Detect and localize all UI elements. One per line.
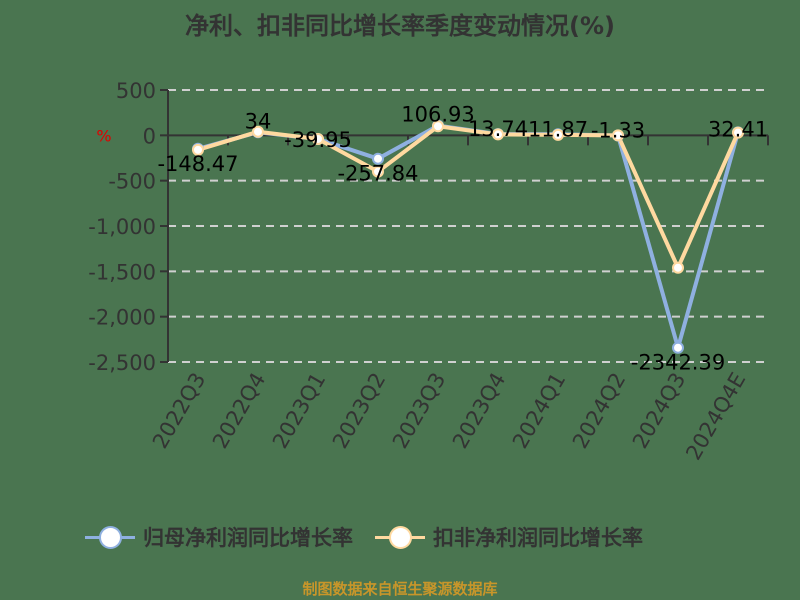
legend-item-deducted-net-profit[interactable]: 扣非净利润同比增长率 [375, 522, 643, 552]
y-tick-label: -2,000 [88, 306, 156, 330]
net-profit-line [197, 123, 740, 350]
data-point[interactable] [612, 129, 624, 142]
data-point[interactable] [312, 132, 324, 145]
x-tick-label: 2022Q3 [148, 369, 210, 453]
legend-marker-icon [375, 524, 425, 550]
legend: 归母净利润同比增长率 扣非净利润同比增长率 [85, 522, 665, 552]
data-point[interactable] [252, 125, 264, 138]
x-tick-label: 2024Q4E [681, 369, 750, 465]
y-tick-label: -2,500 [88, 351, 156, 375]
data-label: -39.95 [284, 128, 352, 152]
y-tick-label: 500 [116, 79, 156, 103]
y-tick-label: -500 [108, 170, 156, 194]
y-axis-unit: % [96, 126, 111, 145]
data-label: 11.87 [528, 117, 588, 141]
data-point[interactable] [552, 128, 564, 141]
legend-marker-icon [85, 524, 135, 550]
chart-title: 净利、扣非同比增长率季度变动情况(%) [185, 12, 615, 40]
deducted-net-profit-line [197, 124, 740, 270]
x-tick-label: 2023Q1 [268, 369, 330, 453]
data-label: 106.93 [401, 103, 474, 127]
y-tick-label: -1,000 [88, 215, 156, 239]
data-label: 32.41 [708, 117, 768, 141]
x-tick-label: 2024Q2 [568, 369, 630, 453]
y-tick-label: -1,500 [88, 260, 156, 284]
data-point[interactable] [672, 261, 684, 274]
x-tick-label: 2024Q3 [628, 369, 690, 453]
x-tick-label: 2024Q1 [508, 369, 570, 453]
y-tick-label: 0 [143, 124, 156, 148]
data-label: -1.33 [591, 118, 645, 142]
legend-label: 归母净利润同比增长率 [143, 526, 353, 550]
data-point[interactable] [672, 341, 684, 354]
line-chart: 5000-500-1,000-1,500-2,000-2,500%2022Q32… [88, 79, 769, 465]
data-label: -2342.39 [631, 351, 725, 375]
legend-item-net-profit[interactable]: 归母净利润同比增长率 [85, 522, 353, 552]
data-point[interactable] [372, 165, 384, 178]
data-point[interactable] [732, 126, 744, 139]
data-label: 13.74 [468, 117, 528, 141]
data-label: 34 [245, 109, 272, 133]
source-footer: 制图数据来自恒生聚源数据库 [302, 580, 498, 598]
data-point[interactable] [492, 128, 504, 141]
data-point[interactable] [372, 152, 384, 165]
data-point[interactable] [432, 120, 444, 133]
data-label: -148.47 [157, 152, 238, 176]
x-tick-label: 2023Q4 [448, 369, 510, 453]
data-point[interactable] [192, 143, 204, 156]
x-tick-label: 2023Q2 [328, 369, 390, 453]
data-label: -257.84 [337, 162, 418, 186]
x-tick-label: 2023Q3 [388, 369, 450, 453]
legend-label: 扣非净利润同比增长率 [433, 526, 643, 550]
x-tick-label: 2022Q4 [208, 369, 270, 453]
